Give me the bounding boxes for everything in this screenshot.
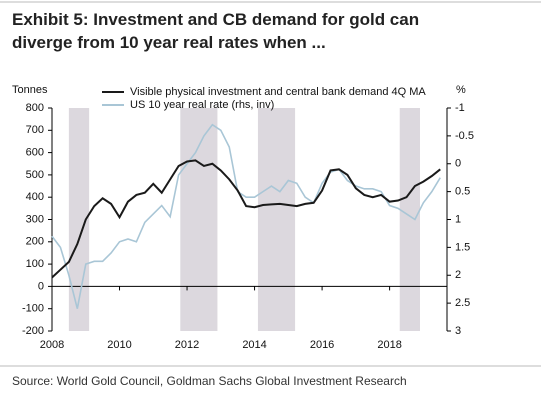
x-tick-label: 2016 bbox=[310, 339, 334, 351]
y-tick-label: 700 bbox=[26, 124, 44, 136]
y2-tick-label: 3 bbox=[455, 325, 461, 337]
x-tick-label: 2014 bbox=[242, 339, 266, 351]
series-line bbox=[51, 123, 441, 309]
y2-tick-label: -0.5 bbox=[455, 130, 474, 142]
y-tick-label: 0 bbox=[38, 280, 44, 292]
shaded-period bbox=[257, 108, 296, 331]
y-tick-label: 500 bbox=[26, 169, 44, 181]
y2-axis-label: % bbox=[456, 84, 466, 96]
y2-tick-label: 1.5 bbox=[455, 241, 470, 253]
y-tick-label: 400 bbox=[26, 191, 44, 203]
y-tick-label: -200 bbox=[22, 325, 44, 337]
y2-tick-label: -1 bbox=[455, 102, 465, 114]
y-tick-label: 300 bbox=[26, 213, 44, 225]
shaded-period bbox=[180, 108, 218, 331]
shaded-period bbox=[399, 108, 420, 331]
series-line bbox=[51, 159, 441, 279]
y-tick-label: 200 bbox=[26, 236, 44, 248]
y2-tick-label: 1 bbox=[455, 213, 461, 225]
y-tick-label: 100 bbox=[26, 258, 44, 270]
y-tick-label: -100 bbox=[22, 303, 44, 315]
x-tick-label: 2018 bbox=[377, 339, 401, 351]
x-tick-label: 2010 bbox=[107, 339, 131, 351]
source: Source: World Gold Council, Goldman Sach… bbox=[12, 374, 407, 388]
legend-label: Visible physical investment and central … bbox=[130, 86, 426, 98]
y-tick-label: 800 bbox=[26, 102, 44, 114]
y2-tick-label: 0.5 bbox=[455, 186, 470, 198]
y-tick-label: 600 bbox=[26, 147, 44, 159]
legend-label: US 10 year real rate (rhs, inv) bbox=[130, 99, 274, 111]
x-tick-label: 2012 bbox=[175, 339, 199, 351]
chart-title: Exhibit 5: Investment and CB demand for … bbox=[12, 10, 420, 52]
y2-tick-label: 0 bbox=[455, 158, 461, 170]
y-axis-label: Tonnes bbox=[12, 84, 48, 96]
y2-tick-label: 2 bbox=[455, 269, 461, 281]
x-tick-label: 2008 bbox=[40, 339, 64, 351]
y2-tick-label: 2.5 bbox=[455, 297, 470, 309]
